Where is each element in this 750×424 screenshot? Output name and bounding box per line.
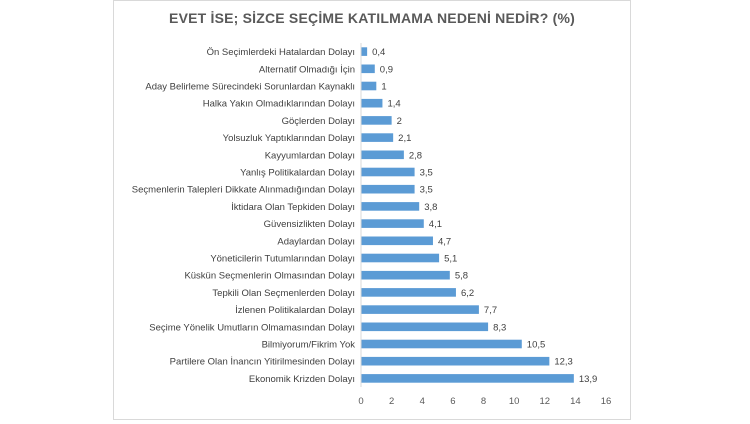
value-label: 0,4	[372, 47, 385, 58]
category-label: Göçlerden Dolayı	[282, 116, 355, 127]
category-label: Partilere Olan İnancın Yitirilmesinden D…	[170, 357, 355, 368]
x-axis-ticks-group: 0 2 4 6 8 10 12 14 16	[358, 396, 611, 407]
value-label: 5,1	[444, 254, 457, 265]
bar	[361, 305, 479, 314]
category-label: Yolsuzluk Yaptıklarından Dolayı	[223, 133, 355, 144]
value-label: 3,8	[424, 202, 437, 213]
value-label: 12,3	[554, 357, 573, 368]
value-labels-group: 0,4 0,9 11,4 2 2,1 2,8 3,5 3,5 3,8 4,1 4,7 5,1 5,8 6,…	[372, 47, 597, 385]
value-label: 7,7	[484, 305, 497, 316]
bar	[361, 167, 415, 177]
x-tick-label: 0	[358, 396, 363, 407]
category-label: Kayyumlardan Dolayı	[265, 150, 355, 161]
bar	[361, 133, 394, 142]
category-label: Seçime Yönelik Umutların Olmamasından Do…	[149, 322, 355, 333]
value-label: 2	[397, 116, 402, 127]
value-label: 0,9	[380, 64, 393, 75]
x-tick-label: 16	[601, 396, 612, 407]
category-label: İktidara Olan Tepkiden Dolayı	[231, 202, 355, 213]
x-tick-label: 6	[450, 396, 455, 407]
category-label: Ekonomik Krizden Dolayı	[249, 374, 355, 385]
bar	[361, 47, 368, 56]
bar	[361, 150, 404, 160]
bar	[361, 64, 375, 74]
value-label: 10,5	[527, 340, 546, 351]
category-label: Ön Seçimlerdeki Hatalardan Dolayı	[207, 47, 355, 58]
value-label: 5,8	[455, 271, 468, 282]
bar	[361, 219, 424, 228]
value-label: 4,7	[438, 236, 451, 247]
category-label: Alternatif Olmadığı İçin	[259, 64, 355, 75]
value-label: 4,1	[429, 219, 442, 230]
bar	[361, 253, 440, 263]
category-label: Yanlış Politikalardan Dolayı	[240, 168, 355, 179]
bar	[361, 356, 550, 366]
category-label: Yöneticilerin Tutumlarından Dolayı	[210, 254, 355, 265]
category-label: Küskün Seçmenlerin Olmasından Dolayı	[184, 271, 355, 282]
x-tick-label: 8	[481, 396, 486, 407]
category-label: Tepkili Olan Seçmenlerden Dolayı	[212, 288, 355, 299]
value-label: 8,3	[493, 322, 506, 333]
value-label: 13,9	[579, 374, 598, 385]
bars-group	[361, 47, 574, 383]
bar	[361, 288, 456, 297]
category-label: İzlenen Politikalardan Dolayı	[235, 305, 355, 316]
bar	[361, 81, 377, 91]
category-label: Seçmenlerin Talepleri Dikkate Alınmadığı…	[132, 185, 355, 196]
bar	[361, 236, 433, 246]
bar	[361, 322, 489, 332]
value-label: 3,5	[420, 168, 433, 179]
chart-title: EVET İSE; SİZCE SEÇİME KATILMAMA NEDENİ …	[169, 10, 575, 26]
bar	[361, 339, 522, 349]
bar	[361, 374, 574, 383]
x-tick-label: 4	[420, 396, 425, 407]
category-label: Bilmiyorum/Fikrim Yok	[262, 340, 356, 351]
value-label: 2,8	[409, 150, 422, 161]
category-label: Aday Belirleme Sürecindeki Sorunlardan K…	[145, 82, 355, 93]
value-label: 1	[381, 82, 386, 93]
bar	[361, 270, 450, 280]
x-tick-label: 2	[389, 396, 394, 407]
category-label: Güvensizlikten Dolayı	[264, 219, 355, 230]
bar	[361, 202, 420, 211]
category-labels-group: Ön Seçimlerdeki Hatalardan Dolayı Alterna…	[132, 47, 355, 385]
value-label: 6,2	[461, 288, 474, 299]
x-tick-label: 14	[570, 396, 581, 407]
bar	[361, 116, 392, 125]
x-tick-label: 12	[539, 396, 550, 407]
category-label: Adaylardan Dolayı	[277, 236, 355, 247]
x-tick-label: 10	[509, 396, 520, 407]
bar	[361, 184, 415, 194]
value-label: 3,5	[420, 185, 433, 196]
category-label: Halka Yakın Olmadıklarından Dolayı	[203, 99, 355, 110]
value-label: 1,4	[387, 99, 400, 110]
value-label: 2,1	[398, 133, 411, 144]
bar	[361, 98, 383, 108]
